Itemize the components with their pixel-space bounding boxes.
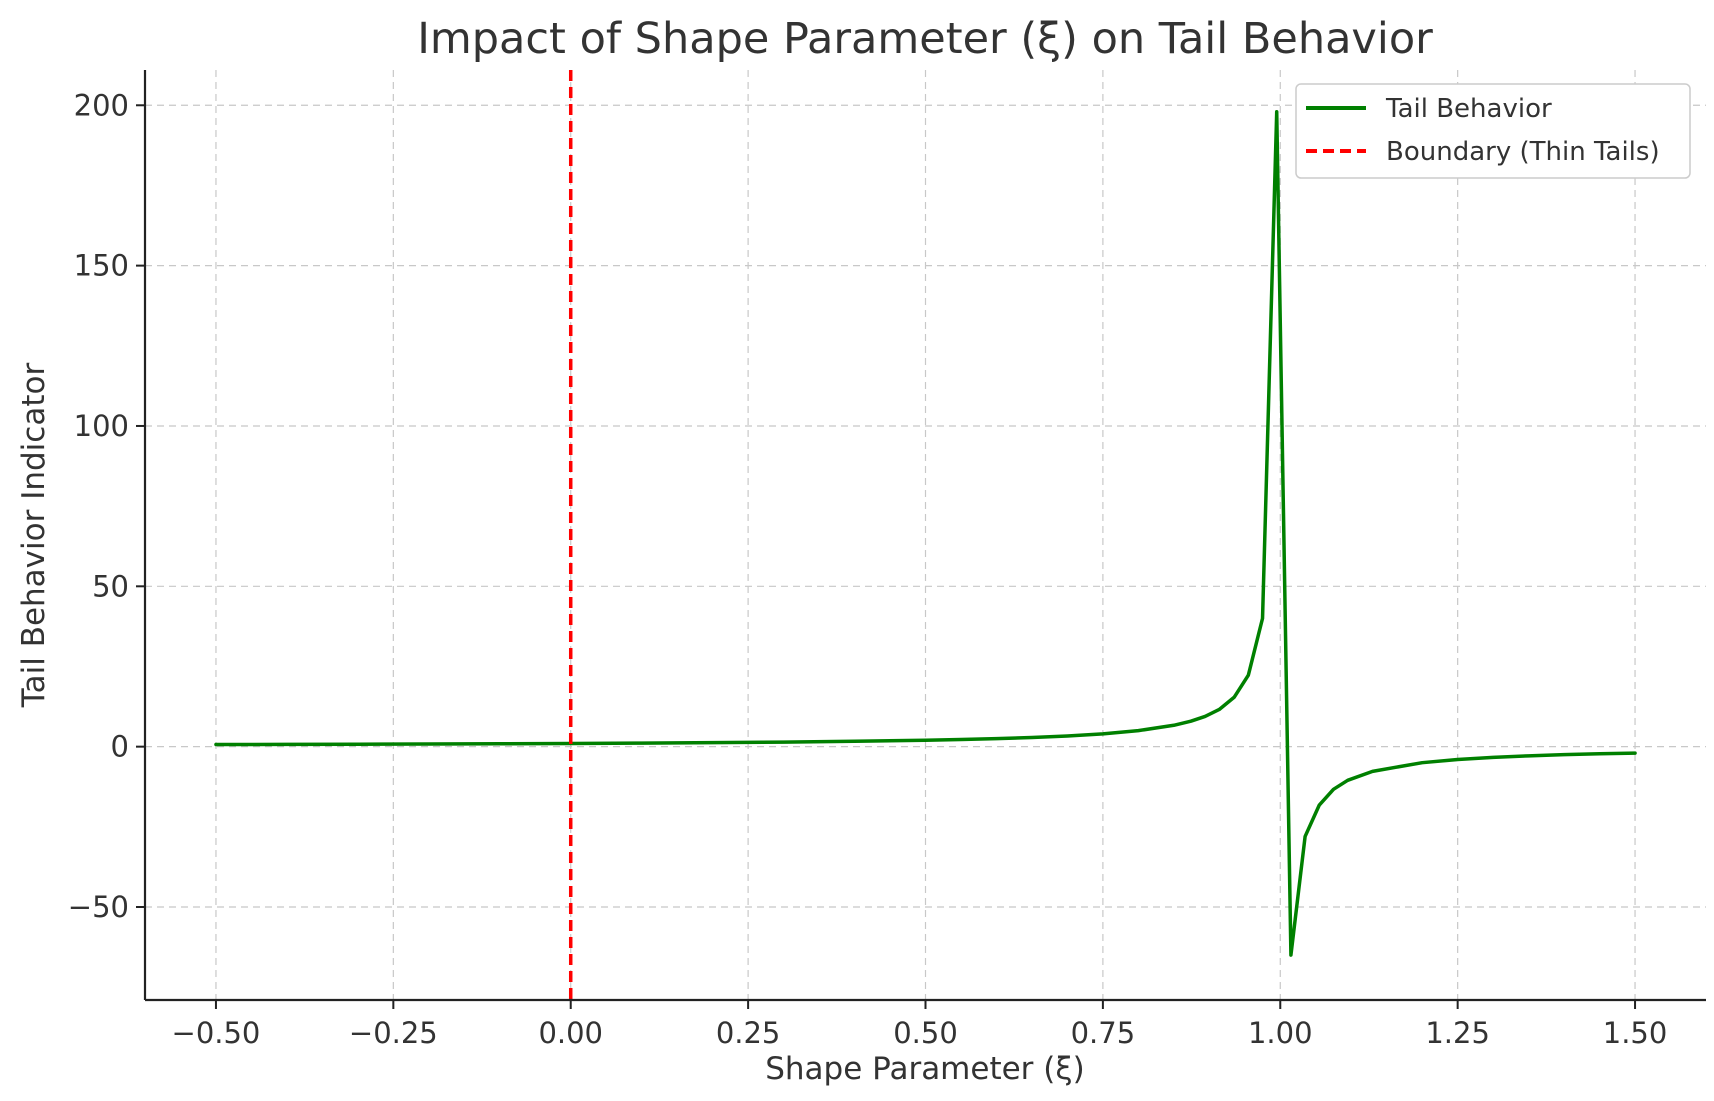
x-tick-label: −0.50: [172, 1016, 261, 1050]
x-tick-label: 0.25: [716, 1016, 781, 1050]
x-tick-label: 1.25: [1425, 1016, 1490, 1050]
grid: [145, 70, 1706, 1000]
x-tick-label: −0.25: [349, 1016, 438, 1050]
legend-box: [1295, 83, 1691, 179]
y-tick-label: 50: [92, 569, 129, 603]
legend-label-tail-behavior: Tail Behavior: [1385, 94, 1552, 124]
y-tick-label: 0: [111, 730, 129, 764]
plot-area: [214, 70, 1637, 1000]
legend: Tail Behavior Boundary (Thin Tails): [1295, 83, 1691, 179]
y-axis-label: Tail Behavior Indicator: [16, 363, 52, 709]
chart-title: Impact of Shape Parameter (ξ) on Tail Be…: [417, 14, 1433, 64]
y-tick-label: 150: [74, 249, 129, 283]
y-tick-label: −50: [68, 890, 129, 924]
x-tick-label: 0.50: [893, 1016, 958, 1050]
x-axis-label: Shape Parameter (ξ): [765, 1051, 1085, 1087]
ticks: −0.50 −0.25 0.00 0.25 0.50 0.75 1.00 1.25 1.50 −5…: [68, 88, 1668, 1050]
tail-behavior-line: [214, 109, 1637, 957]
y-tick-label: 200: [74, 88, 129, 122]
x-tick-label: 0.75: [1071, 1016, 1136, 1050]
x-tick-label: 0.00: [538, 1016, 603, 1050]
x-tick-label: 1.50: [1603, 1016, 1668, 1050]
x-tick-label: 1.00: [1248, 1016, 1313, 1050]
y-tick-label: 100: [74, 409, 129, 443]
legend-label-boundary: Boundary (Thin Tails): [1386, 137, 1660, 167]
axes: [143, 70, 1706, 1002]
